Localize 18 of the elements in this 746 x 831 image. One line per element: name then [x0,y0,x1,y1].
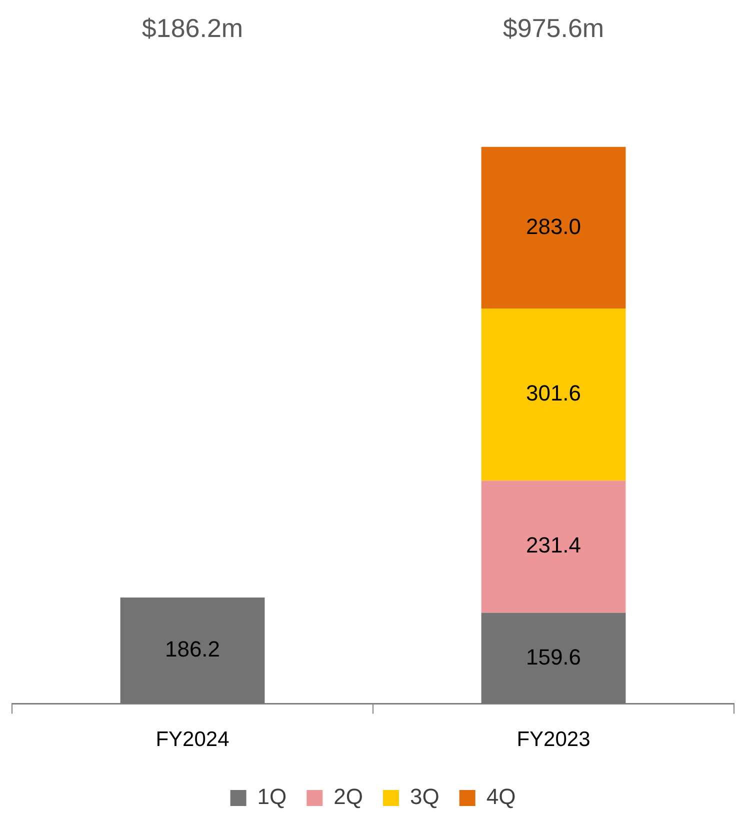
bar [481,612,626,704]
bar [481,480,626,613]
bar [481,308,626,481]
text: $975.6m [502,13,604,44]
bar [481,146,626,308]
data-label: 301.6 [526,380,582,406]
data-label: 159.6 [526,644,582,670]
legend-label: 3Q [410,784,440,810]
data-label: 283.0 [526,214,582,239]
legend-label: 1Q [257,784,287,810]
data-label: 231.4 [526,532,582,558]
data-label: 186.2 [164,636,220,662]
x-tick-label: FY2024 [156,728,230,752]
text: $186.2m [142,13,244,44]
x-tick-label: FY2023 [516,728,590,752]
bar [120,598,265,704]
legend-label: 2Q [334,784,364,810]
legend-label: 4Q [486,784,516,810]
